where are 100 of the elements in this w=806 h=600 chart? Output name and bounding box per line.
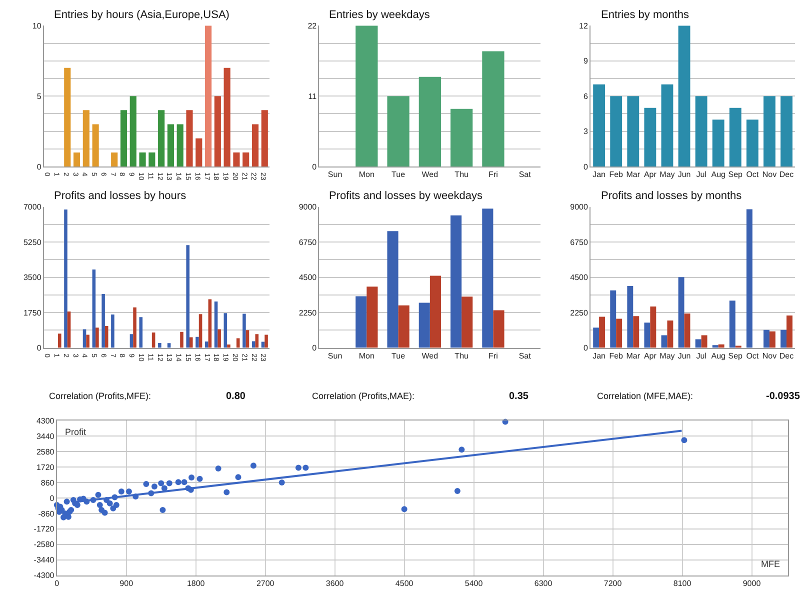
- bar: [718, 344, 724, 348]
- x-tick-label: Aug: [711, 351, 726, 360]
- x-tick-label: 1800: [186, 578, 206, 588]
- bar: [58, 334, 62, 348]
- x-tick-label: Jun: [678, 351, 691, 360]
- bar: [158, 342, 162, 348]
- x-tick-label: 2700: [256, 578, 275, 588]
- x-tick-label: 9000: [742, 578, 762, 588]
- x-tick-label: Nov: [762, 351, 777, 360]
- bar: [152, 332, 156, 348]
- x-tick-label: Jul: [696, 170, 707, 180]
- x-tick-label: Sat: [518, 351, 532, 360]
- x-tick-label: Sat: [518, 170, 532, 180]
- bar: [746, 120, 758, 167]
- x-tick-label: Dec: [779, 170, 794, 180]
- bar: [252, 341, 256, 348]
- y-tick-label: 6750: [298, 238, 318, 247]
- x-tick-label: Apr: [644, 351, 657, 360]
- y-tick-label: 9000: [298, 202, 318, 212]
- bar: [450, 108, 473, 167]
- bar: [67, 312, 71, 348]
- bar: [82, 110, 90, 167]
- bar: [148, 152, 156, 167]
- x-tick-label: 3600: [326, 578, 344, 588]
- x-tick-label: 6300: [534, 578, 553, 588]
- x-tick-label: Nov: [762, 170, 777, 180]
- y-tick-label: -2580: [34, 540, 55, 550]
- y-tick-label: 2250: [570, 308, 588, 318]
- bar: [764, 96, 776, 167]
- bar: [780, 330, 787, 348]
- bar: [214, 96, 221, 167]
- x-tick-label: Sun: [328, 170, 342, 180]
- y-tick-label: 1720: [36, 462, 55, 472]
- point: [143, 480, 150, 487]
- point: [106, 500, 113, 506]
- x-tick-label: Jan: [592, 351, 606, 360]
- bar: [218, 329, 221, 348]
- point: [458, 446, 465, 453]
- bar: [661, 335, 668, 348]
- bar: [712, 345, 718, 348]
- bar: [450, 215, 462, 348]
- bar: [204, 26, 212, 167]
- x-tick-label: Sun: [328, 351, 342, 360]
- x-tick-label: 900: [120, 578, 134, 588]
- bar: [356, 296, 367, 348]
- point: [196, 476, 203, 482]
- point: [175, 479, 182, 486]
- bar: [695, 96, 708, 167]
- bar: [139, 317, 143, 348]
- y-tick-label: 2580: [36, 447, 55, 456]
- x-tick-label: Mar: [626, 170, 640, 180]
- y-tick-label: 3440: [36, 432, 55, 441]
- bar: [387, 231, 398, 348]
- bar: [769, 331, 776, 348]
- bar: [764, 330, 770, 348]
- bar: [92, 269, 96, 348]
- bar: [224, 68, 230, 167]
- bar: [684, 313, 690, 348]
- point: [64, 498, 70, 505]
- bar: [96, 328, 99, 348]
- bar: [356, 26, 378, 167]
- bar: [746, 209, 752, 348]
- x-tick-label: Oct: [746, 170, 760, 180]
- y-tick-label: -3440: [34, 556, 55, 565]
- x-tick-label: Thu: [454, 170, 468, 180]
- point: [278, 480, 285, 486]
- bar: [86, 334, 90, 348]
- text: -0.0935: [766, 391, 800, 402]
- bar: [462, 296, 473, 348]
- bar: [92, 124, 99, 167]
- bar: [120, 110, 128, 167]
- y-tick-label: -1720: [34, 524, 55, 534]
- point: [126, 488, 132, 494]
- y-tick-label: 9000: [570, 202, 588, 212]
- bar: [255, 334, 259, 348]
- x-tick-label: 7200: [604, 578, 622, 588]
- y-tick-label: 5: [36, 92, 42, 101]
- bar: [130, 334, 134, 348]
- x-tick-label: 8100: [673, 578, 692, 588]
- x-axis-title: MFE: [761, 559, 780, 569]
- point: [302, 464, 309, 471]
- chart-title: Entries by hours (Asia,Europe,USA): [54, 9, 230, 21]
- bar: [261, 342, 265, 348]
- point: [454, 488, 460, 494]
- bar: [599, 316, 606, 348]
- bar: [493, 310, 504, 348]
- chart-title: Entries by weekdays: [329, 9, 430, 21]
- bar: [482, 208, 494, 348]
- x-tick-label: Jan: [592, 170, 606, 180]
- bar: [418, 302, 430, 348]
- y-tick-label: 6: [583, 92, 588, 101]
- bar: [786, 316, 792, 348]
- x-tick-label: Jul: [696, 351, 707, 360]
- bar: [208, 299, 212, 348]
- bar: [418, 76, 442, 167]
- bar: [387, 96, 410, 167]
- y-axis-title: Profit: [65, 427, 87, 437]
- y-tick-label: 3500: [24, 273, 42, 282]
- point: [151, 483, 158, 490]
- bar: [242, 314, 246, 348]
